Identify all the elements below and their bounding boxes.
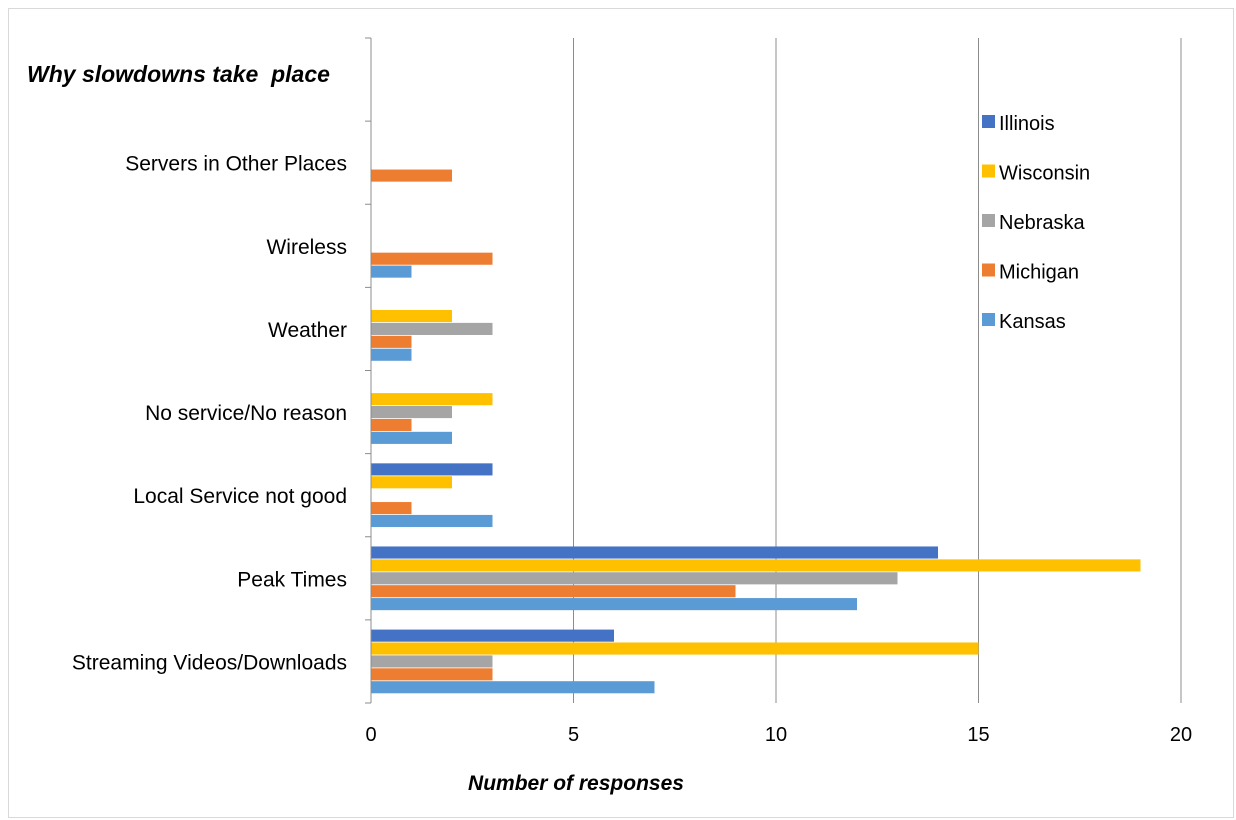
legend-item-michigan: Michigan xyxy=(982,262,1079,284)
legend-swatch xyxy=(982,214,995,227)
legend-label: Nebraska xyxy=(999,212,1085,234)
x-tick-label: 10 xyxy=(765,724,787,746)
bar-nebraska xyxy=(371,655,493,668)
bar-kansas xyxy=(371,348,412,361)
category-label: Servers in Other Places xyxy=(125,153,347,176)
bars xyxy=(371,169,1141,694)
category-label: No service/No reason xyxy=(145,402,347,425)
legend-swatch xyxy=(982,263,995,277)
category-label: Local Service not good xyxy=(133,485,347,508)
bar-kansas xyxy=(371,265,412,278)
x-tick-label: 20 xyxy=(1170,724,1192,746)
legend-label: Kansas xyxy=(999,311,1066,333)
chart-title: Why slowdowns take place xyxy=(27,61,330,87)
legend-label: Illinois xyxy=(999,113,1055,135)
axes xyxy=(365,37,372,704)
legend-label: Michigan xyxy=(999,262,1079,284)
bar-nebraska xyxy=(371,406,452,419)
bar-chart: Streaming Videos/Downloads Peak Times Loca… xyxy=(27,37,1192,795)
bar-michigan xyxy=(371,169,452,182)
legend-item-kansas: Kansas xyxy=(982,311,1066,333)
bar-illinois xyxy=(371,463,493,476)
bar-illinois xyxy=(371,546,938,559)
legend-item-nebraska: Nebraska xyxy=(982,212,1085,234)
category-label: Peak Times xyxy=(237,568,347,591)
category-labels: Streaming Videos/Downloads Peak Times Loca… xyxy=(72,153,347,675)
legend-item-illinois: Illinois xyxy=(982,113,1055,135)
category-label: Weather xyxy=(268,319,347,342)
chart-frame: Streaming Videos/Downloads Peak Times Loca… xyxy=(8,8,1234,818)
x-tick-label: 5 xyxy=(568,724,579,746)
x-axis-title: Number of responses xyxy=(468,772,684,795)
bar-nebraska xyxy=(371,322,493,335)
legend-swatch xyxy=(982,115,995,128)
bar-kansas xyxy=(371,681,655,694)
bar-wisconsin xyxy=(371,476,452,489)
bar-wisconsin xyxy=(371,642,979,655)
legend-swatch xyxy=(982,164,995,178)
bar-kansas xyxy=(371,598,857,611)
bar-wisconsin xyxy=(371,309,452,323)
legend-label: Wisconsin xyxy=(999,163,1090,185)
bar-illinois xyxy=(371,629,614,642)
bar-michigan xyxy=(371,502,412,515)
bar-michigan xyxy=(371,252,493,265)
legend-swatch xyxy=(982,313,995,326)
bar-kansas xyxy=(371,431,452,444)
bar-kansas xyxy=(371,514,493,528)
legend: Illinois Wisconsin Nebraska Michigan Kansas xyxy=(982,113,1090,333)
x-tick-labels: 0 5 10 15 20 xyxy=(365,724,1192,746)
bar-wisconsin xyxy=(371,393,493,406)
bar-michigan xyxy=(371,668,493,681)
bar-michigan xyxy=(371,585,736,598)
x-tick-label: 0 xyxy=(365,724,376,746)
x-tick-label: 15 xyxy=(967,724,989,746)
bar-michigan xyxy=(371,418,412,432)
bar-wisconsin xyxy=(371,559,1141,572)
bar-nebraska xyxy=(371,572,898,585)
category-label: Streaming Videos/Downloads xyxy=(72,651,347,674)
legend-item-wisconsin: Wisconsin xyxy=(982,163,1090,185)
category-label: Wireless xyxy=(266,236,347,259)
bar-michigan xyxy=(371,335,412,348)
